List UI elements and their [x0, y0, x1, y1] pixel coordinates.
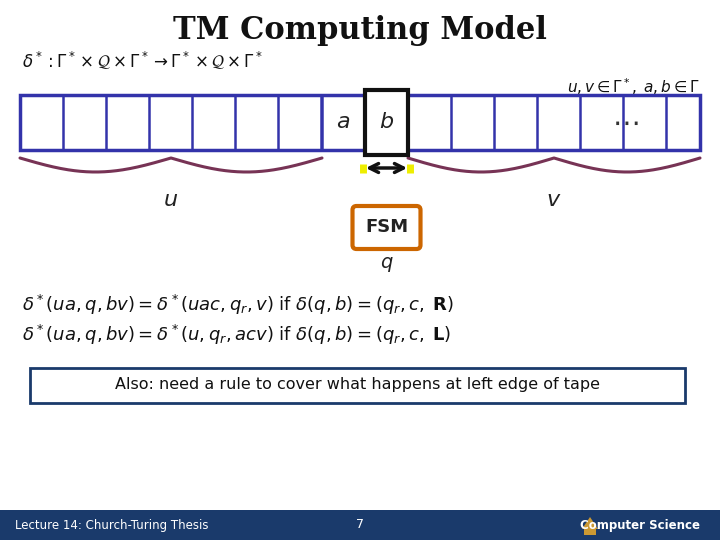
Bar [20, 95, 700, 150]
Bar [584, 529, 596, 535]
Bar [365, 90, 408, 155]
Bar [0, 510, 720, 540]
Text: $\delta^*: \Gamma^* \times \mathcal{Q} \times \Gamma^* \rightarrow \Gamma^* \tim: $\delta^*: \Gamma^* \times \mathcal{Q} \… [22, 49, 264, 71]
Text: 7: 7 [356, 518, 364, 531]
Text: $b$: $b$ [379, 112, 394, 132]
Text: $\delta^*(ua, q, bv) = \delta^*(u, q_r, acv)$ if $\delta(q, b) = (q_r, c,\; \mat: $\delta^*(ua, q, bv) = \delta^*(u, q_r, … [22, 323, 451, 347]
Text: Also: need a rule to cover what happens at left edge of tape: Also: need a rule to cover what happens … [115, 377, 600, 393]
Text: $\delta^*(ua, q, bv) = \delta^*(uac, q_r, v)$ if $\delta(q, b) = (q_r, c,\; \mat: $\delta^*(ua, q, bv) = \delta^*(uac, q_r… [22, 293, 454, 317]
FancyBboxPatch shape [353, 206, 420, 249]
Polygon shape [582, 517, 598, 529]
Text: $u$: $u$ [163, 190, 179, 210]
Bar [30, 368, 685, 402]
Text: $v$: $v$ [546, 190, 562, 210]
Text: Lecture 14: Church-Turing Thesis: Lecture 14: Church-Turing Thesis [15, 518, 209, 531]
Text: $\cdots$: $\cdots$ [612, 109, 639, 137]
Text: $a$: $a$ [336, 112, 351, 132]
Text: FSM: FSM [365, 219, 408, 237]
Text: $q$: $q$ [379, 255, 393, 274]
Text: $u, v \in \Gamma^*,\; a, b \in \Gamma$: $u, v \in \Gamma^*,\; a, b \in \Gamma$ [567, 77, 700, 97]
Text: TM Computing Model: TM Computing Model [173, 15, 547, 45]
Text: Computer Science: Computer Science [580, 518, 700, 531]
